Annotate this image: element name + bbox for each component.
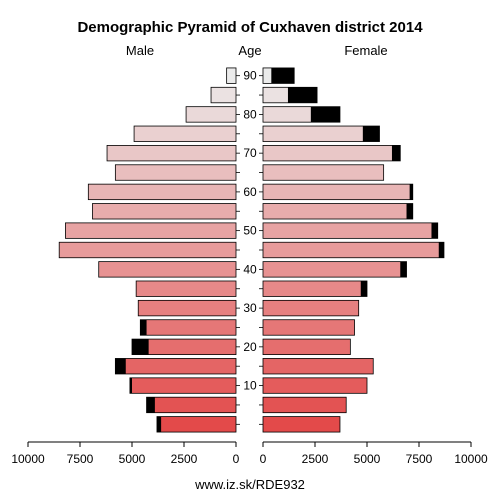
age-tick-label: 70 — [243, 146, 257, 160]
male-excess-5-9 — [146, 397, 155, 413]
age-label: Age — [238, 43, 261, 58]
x-tick-label-right: 2500 — [302, 452, 329, 466]
female-bar-75-79 — [262, 125, 380, 142]
x-tick-label-left: 10000 — [11, 452, 45, 466]
female-bar-0-4 — [262, 416, 341, 433]
female-bar-70-74 — [262, 145, 401, 162]
axes: 10 20 30 40 50 60 70 80 90 10000 7500 5000 2500 0 0 250… — [11, 69, 488, 466]
female-bar-5-9 — [262, 396, 347, 414]
female-bar-35-39 — [262, 280, 368, 297]
male-bar-0-4 — [156, 416, 237, 433]
male-bar-25-29 — [139, 319, 237, 336]
female-bar-60-64 — [262, 183, 414, 201]
female-excess-50-54 — [431, 222, 438, 239]
female-bar-25-29 — [262, 319, 355, 336]
male-bar-80-84 — [185, 106, 237, 123]
male-label: Male — [126, 43, 154, 58]
male-excess-15-19 — [115, 358, 126, 374]
male-excess-25-29 — [140, 319, 147, 336]
age-tick-label: 50 — [243, 224, 257, 238]
male-bar-40-44 — [98, 261, 237, 278]
male-bar-15-19 — [114, 358, 237, 375]
age-tick-label: 10 — [243, 379, 257, 393]
male-bar-10-14 — [129, 377, 237, 394]
x-tick-label-left: 5000 — [119, 452, 146, 466]
age-tick-label: 60 — [243, 185, 257, 199]
female-excess-80-84 — [310, 106, 340, 123]
male-bar-55-59 — [92, 203, 237, 220]
x-tick-label-left: 0 — [233, 452, 240, 466]
male-bar-65-69 — [114, 164, 237, 181]
male-bar-60-64 — [87, 183, 237, 201]
male-excess-20-24 — [132, 339, 149, 355]
x-tick-label-right: 10000 — [454, 452, 488, 466]
male-bars — [58, 67, 237, 433]
chart-title: Demographic Pyramid of Cuxhaven district… — [77, 19, 423, 36]
female-bars — [262, 67, 445, 433]
male-excess-0-4 — [156, 416, 162, 433]
female-bar-30-34 — [262, 299, 360, 317]
male-bar-45-49 — [58, 241, 237, 259]
male-bar-30-34 — [137, 299, 237, 317]
female-excess-45-49 — [438, 242, 444, 258]
female-excess-40-44 — [400, 261, 407, 278]
female-bar-15-19 — [262, 358, 374, 375]
male-bar-35-39 — [135, 280, 237, 297]
age-tick-label: 90 — [243, 69, 257, 83]
female-bar-45-49 — [262, 241, 445, 259]
x-tick-label-left: 7500 — [67, 452, 94, 466]
source-label: www.iz.sk/RDE932 — [194, 477, 305, 492]
x-tick-label-right: 5000 — [354, 452, 381, 466]
age-tick-label: 40 — [243, 262, 257, 276]
female-excess-90+ — [271, 67, 295, 84]
age-tick-label: 20 — [243, 340, 257, 354]
male-bar-85-89 — [210, 86, 237, 104]
female-bar-50-54 — [262, 222, 439, 239]
female-bar-20-24 — [262, 338, 351, 355]
x-tick-label-right: 0 — [260, 452, 267, 466]
female-excess-55-59 — [406, 203, 413, 220]
female-label: Female — [344, 43, 387, 58]
female-bar-55-59 — [262, 203, 414, 220]
female-bar-40-44 — [262, 261, 407, 278]
female-bar-65-69 — [262, 164, 385, 181]
male-bar-50-54 — [65, 222, 237, 239]
x-tick-label-right: 7500 — [406, 452, 433, 466]
x-tick-label-left: 2500 — [171, 452, 198, 466]
male-bar-90+ — [226, 67, 237, 84]
female-excess-60-64 — [409, 184, 413, 200]
female-excess-35-39 — [360, 280, 367, 297]
female-excess-75-79 — [362, 126, 380, 142]
age-tick-label: 30 — [243, 301, 257, 315]
female-excess-70-74 — [391, 145, 401, 161]
male-bar-75-79 — [133, 125, 237, 142]
male-excess-10-14 — [129, 377, 132, 394]
female-excess-85-89 — [287, 87, 318, 103]
age-tick-label: 80 — [243, 107, 257, 121]
male-bar-70-74 — [106, 145, 237, 162]
female-bar-10-14 — [262, 377, 368, 394]
male-bar-5-9 — [146, 396, 237, 414]
